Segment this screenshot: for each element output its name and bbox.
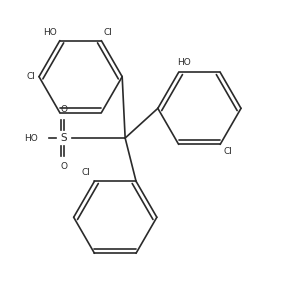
- Text: Cl: Cl: [26, 72, 35, 81]
- Text: O: O: [60, 105, 67, 114]
- Text: Cl: Cl: [81, 168, 90, 177]
- Text: Cl: Cl: [223, 147, 232, 156]
- Text: HO: HO: [43, 28, 57, 37]
- Text: Cl: Cl: [103, 28, 112, 37]
- Text: O: O: [60, 162, 67, 171]
- Text: HO: HO: [177, 58, 191, 67]
- Text: S: S: [60, 133, 67, 143]
- Text: HO: HO: [24, 134, 38, 142]
